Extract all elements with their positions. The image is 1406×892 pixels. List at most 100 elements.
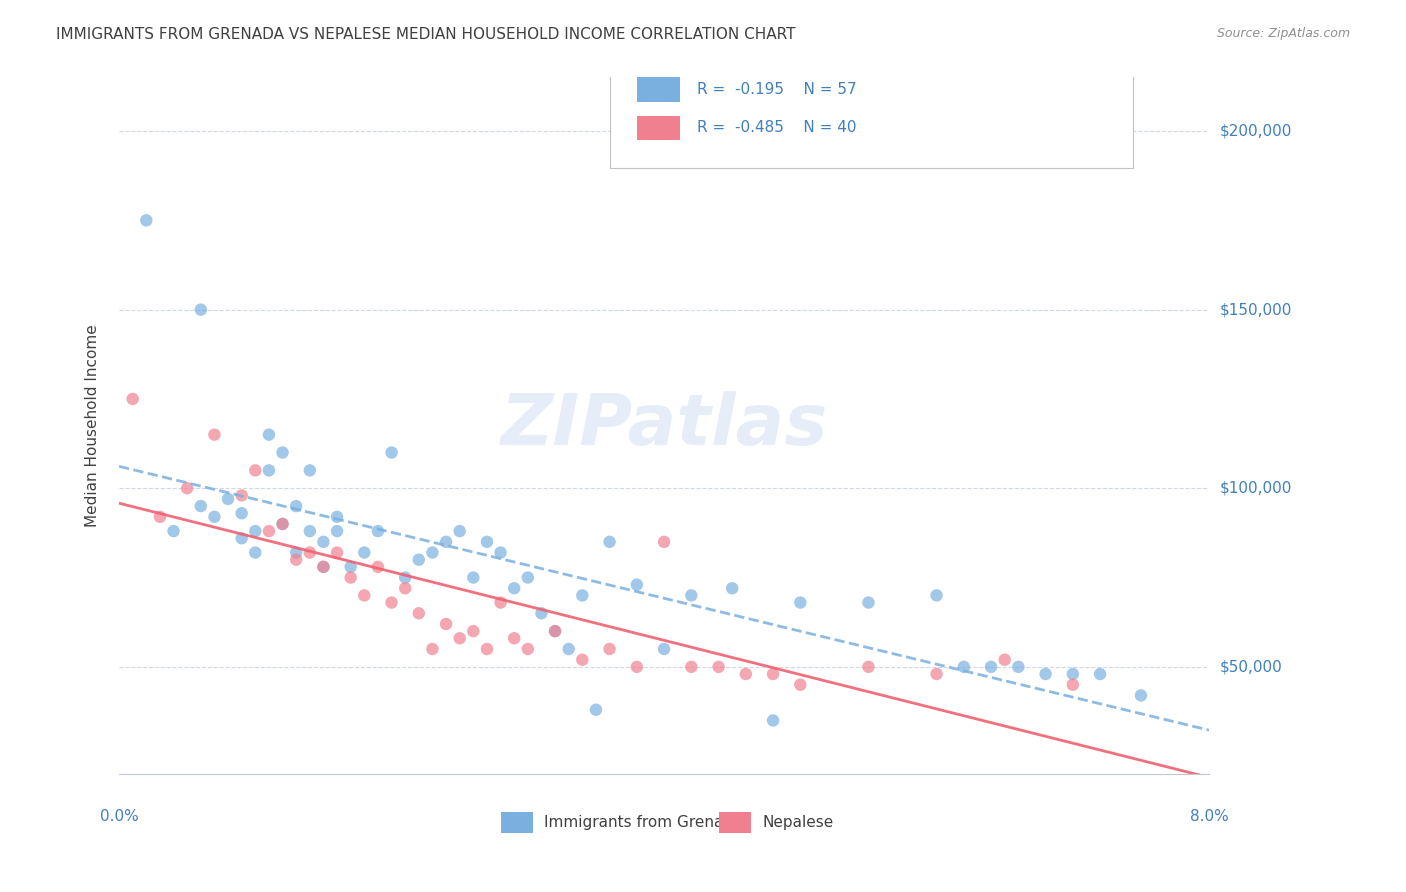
Point xyxy=(434,534,457,549)
Point xyxy=(271,516,294,531)
Point xyxy=(599,642,621,657)
Point xyxy=(257,427,280,442)
Point xyxy=(339,570,361,584)
Point xyxy=(312,534,335,549)
Point xyxy=(312,559,335,574)
Point xyxy=(681,660,703,674)
Point xyxy=(245,545,267,559)
Point xyxy=(204,509,226,524)
Point xyxy=(681,588,703,602)
Point xyxy=(312,559,335,574)
Point xyxy=(1035,667,1057,681)
Point xyxy=(503,581,526,595)
Point xyxy=(285,499,308,513)
Point xyxy=(626,660,648,674)
Point xyxy=(190,499,212,513)
FancyBboxPatch shape xyxy=(637,116,681,140)
Point xyxy=(516,642,538,657)
Point xyxy=(231,488,253,502)
Point xyxy=(257,463,280,477)
Point xyxy=(231,506,253,520)
Point xyxy=(326,509,349,524)
Point xyxy=(353,588,375,602)
Point xyxy=(571,588,593,602)
Text: $200,000: $200,000 xyxy=(1220,123,1292,138)
Point xyxy=(245,524,267,538)
Point xyxy=(367,524,389,538)
Point xyxy=(1129,689,1152,703)
Point xyxy=(339,559,361,574)
Point xyxy=(475,642,498,657)
Point xyxy=(789,678,811,692)
Point xyxy=(789,596,811,610)
Point xyxy=(190,302,212,317)
Text: R =  -0.485    N = 40: R = -0.485 N = 40 xyxy=(697,120,856,135)
Point xyxy=(599,534,621,549)
Point xyxy=(994,653,1017,667)
Point xyxy=(463,624,485,639)
Point xyxy=(245,463,267,477)
Point xyxy=(626,577,648,591)
Text: $100,000: $100,000 xyxy=(1220,481,1292,496)
Point xyxy=(422,545,444,559)
Point xyxy=(734,667,756,681)
Point xyxy=(544,624,567,639)
Point xyxy=(516,570,538,584)
Point xyxy=(285,545,308,559)
Text: 8.0%: 8.0% xyxy=(1189,809,1229,823)
Point xyxy=(204,427,226,442)
Point xyxy=(162,524,184,538)
Point xyxy=(953,660,976,674)
Point xyxy=(858,596,880,610)
Point xyxy=(326,545,349,559)
Point xyxy=(380,596,402,610)
Point xyxy=(652,642,675,657)
Point xyxy=(463,570,485,584)
Point xyxy=(1088,667,1111,681)
Point xyxy=(1007,660,1029,674)
Point xyxy=(298,545,321,559)
Point xyxy=(394,581,416,595)
Point xyxy=(980,660,1002,674)
Point xyxy=(271,516,294,531)
Point xyxy=(257,524,280,538)
Text: IMMIGRANTS FROM GRENADA VS NEPALESE MEDIAN HOUSEHOLD INCOME CORRELATION CHART: IMMIGRANTS FROM GRENADA VS NEPALESE MEDI… xyxy=(56,27,796,42)
FancyBboxPatch shape xyxy=(637,78,681,102)
Point xyxy=(503,632,526,646)
Point xyxy=(1062,667,1084,681)
Point xyxy=(707,660,730,674)
Point xyxy=(231,531,253,545)
Point xyxy=(353,545,375,559)
Point xyxy=(367,559,389,574)
Point xyxy=(176,481,198,495)
Point xyxy=(762,714,785,728)
FancyBboxPatch shape xyxy=(718,813,751,833)
Text: 0.0%: 0.0% xyxy=(100,809,138,823)
FancyBboxPatch shape xyxy=(501,813,533,833)
Text: $150,000: $150,000 xyxy=(1220,302,1292,318)
Text: R =  -0.195    N = 57: R = -0.195 N = 57 xyxy=(697,82,856,96)
Point xyxy=(326,524,349,538)
Point xyxy=(544,624,567,639)
Point xyxy=(422,642,444,657)
Point xyxy=(408,607,430,621)
Point xyxy=(1062,678,1084,692)
Text: ZIPatlas: ZIPatlas xyxy=(501,392,828,460)
Point xyxy=(762,667,785,681)
Point xyxy=(449,632,471,646)
Point xyxy=(585,703,607,717)
Point xyxy=(721,581,744,595)
Point xyxy=(271,445,294,459)
Point xyxy=(380,445,402,459)
Point xyxy=(121,392,143,406)
Y-axis label: Median Household Income: Median Household Income xyxy=(86,325,100,527)
Point xyxy=(925,667,948,681)
Point xyxy=(571,653,593,667)
Point xyxy=(858,660,880,674)
Text: Source: ZipAtlas.com: Source: ZipAtlas.com xyxy=(1216,27,1350,40)
Point xyxy=(394,570,416,584)
Point xyxy=(475,534,498,549)
Point xyxy=(135,213,157,227)
Point xyxy=(408,552,430,566)
Point xyxy=(489,545,512,559)
